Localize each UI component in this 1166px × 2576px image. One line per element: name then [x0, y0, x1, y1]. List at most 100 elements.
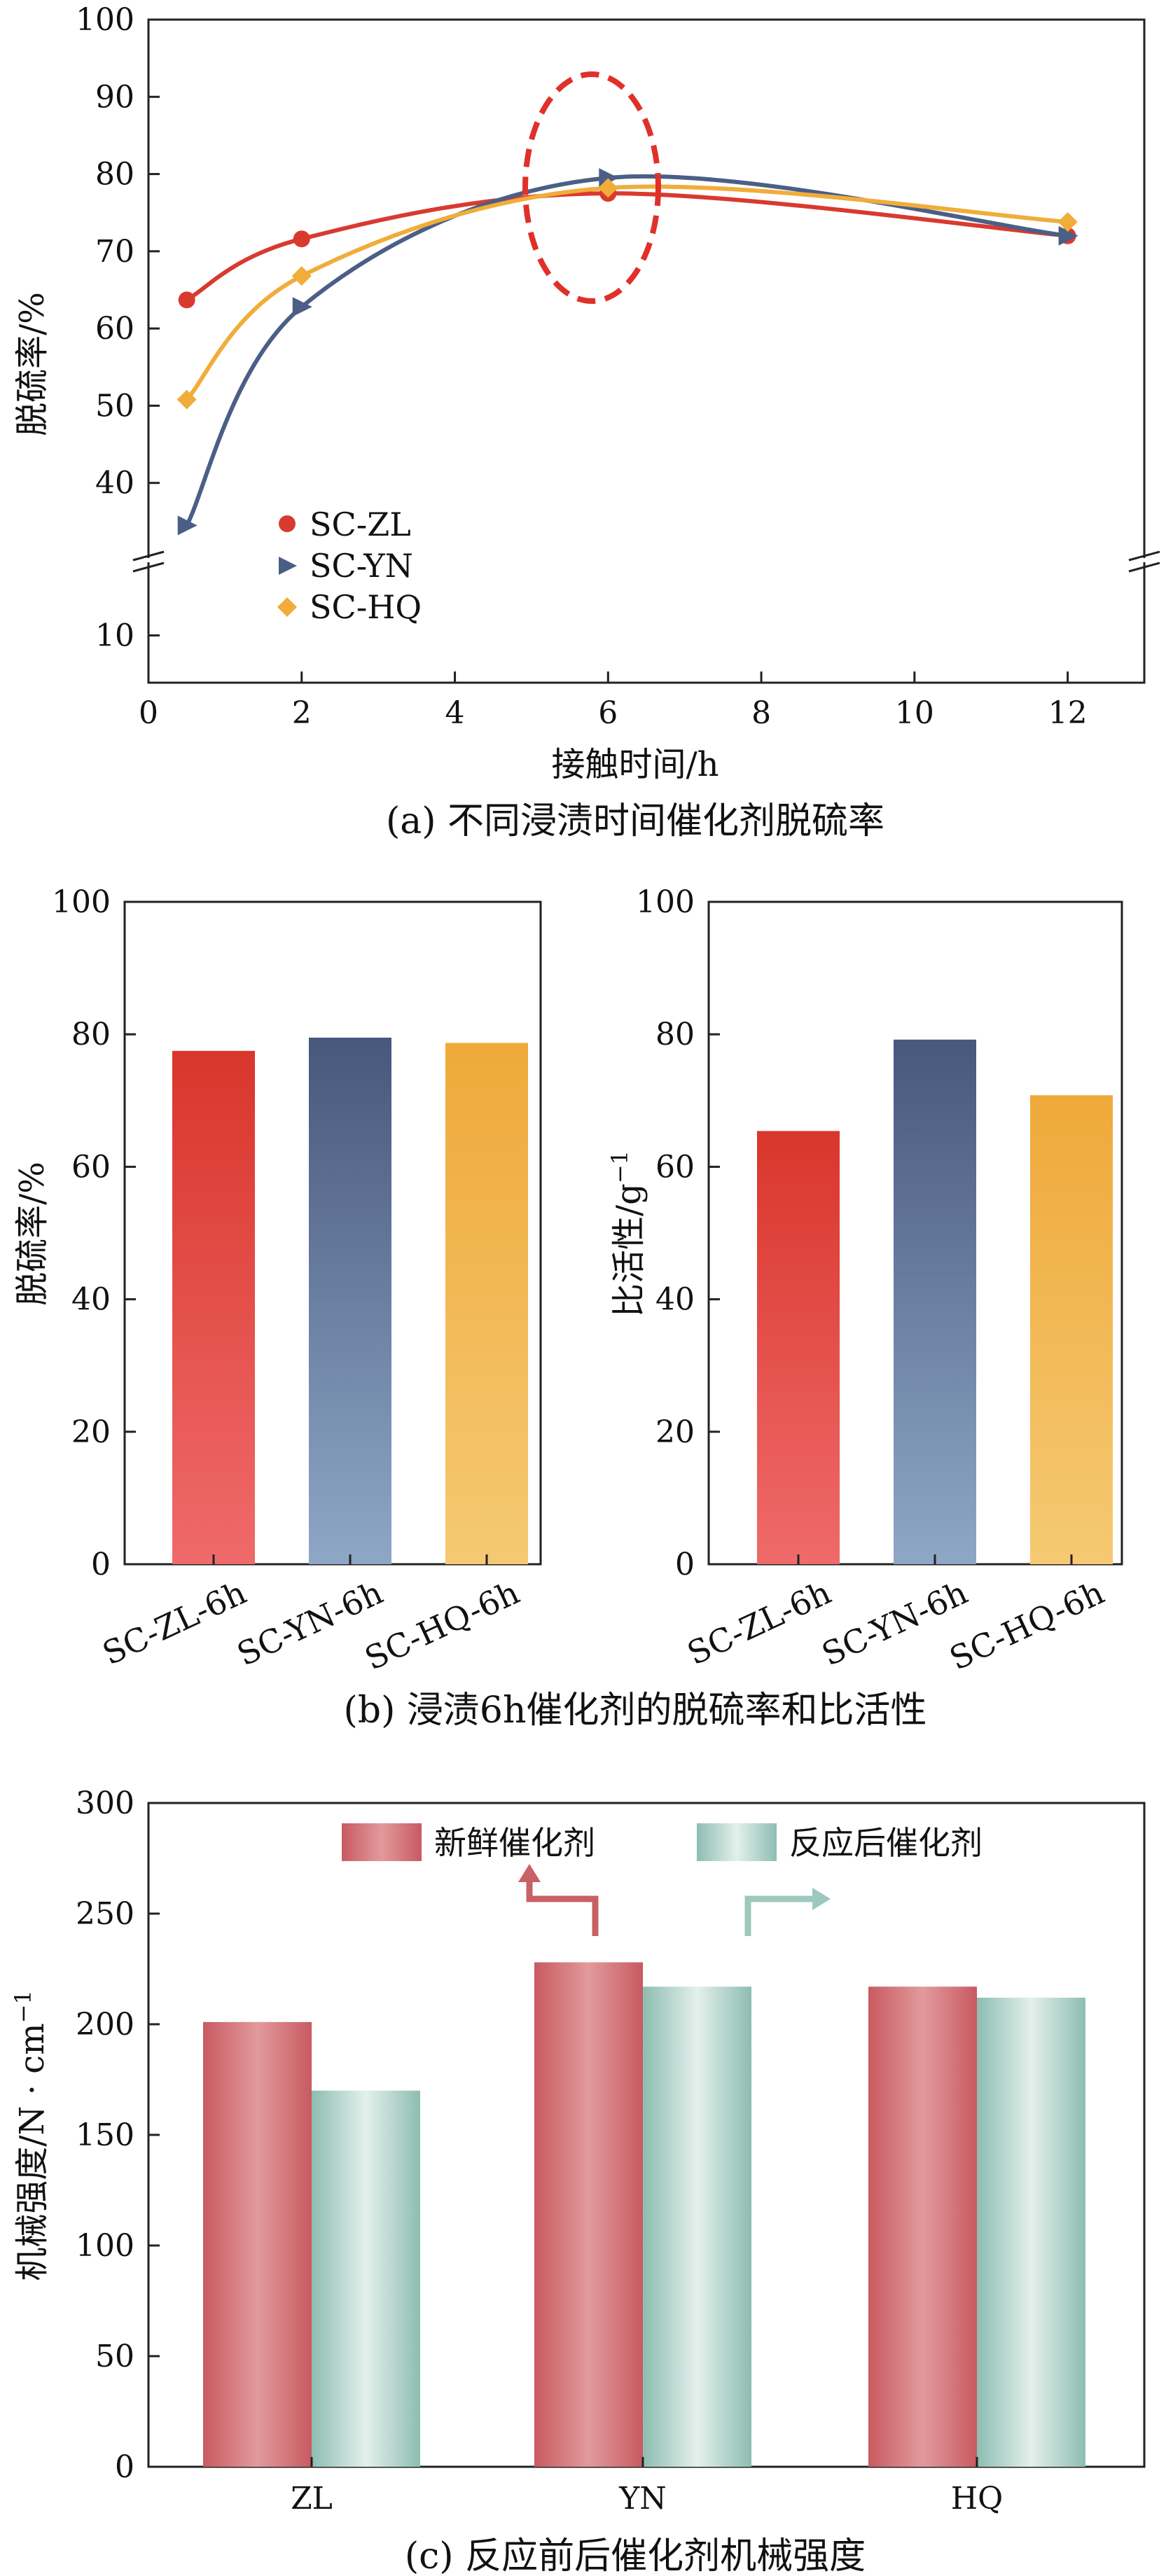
bar-yn-fresh	[534, 1962, 643, 2467]
bar-zl-reacted	[312, 2090, 420, 2467]
panel-c-y-label-text: 机械强度/N · cm	[13, 2023, 52, 2281]
panel-b2-y-label: 比活性/g−1	[606, 1150, 648, 1317]
data-point-hq	[1057, 211, 1078, 232]
panel-b-caption: (b) 浸渍6h催化剂的脱硫率和比活性	[344, 1690, 927, 1732]
b-category-label: SC-ZL-6h	[681, 1573, 836, 1673]
legend-marker-sc-yn	[279, 557, 297, 575]
c-y-tick-label: 50	[95, 2339, 134, 2374]
b-y-tick-label: 0	[675, 1547, 695, 1582]
axis-break-left-2	[132, 562, 165, 573]
panel-c-caption: (c) 反应前后催化剂机械强度	[405, 2535, 866, 2576]
panel-a: 100 90 80 70 60 50 40 10 0 2 4 6 8 10 12 SC-ZL SC-YN …	[13, 2, 1160, 842]
axis-break-left-1	[132, 550, 165, 562]
data-point-hq	[176, 389, 197, 410]
panel-a-frame	[147, 18, 1146, 684]
axis-break-gap-right	[1139, 558, 1149, 562]
b-y-tick-label: 60	[655, 1149, 695, 1185]
a-y-tick-label: 40	[95, 466, 134, 501]
c-y-tick-label: 0	[115, 2449, 134, 2485]
a-y-tick-label: 90	[95, 79, 134, 115]
bar-hq-reacted	[977, 1998, 1085, 2467]
panel-a-y-ticks: 100 90 80 70 60 50 40 10	[76, 2, 160, 654]
b-category-label: SC-ZL-6h	[97, 1573, 251, 1673]
panel-a-caption: (a) 不同浸渍时间催化剂脱硫率	[386, 800, 884, 842]
b-y-tick-label: 0	[91, 1547, 111, 1582]
axis-break-right-2	[1128, 562, 1160, 573]
axis-break-gap-left	[144, 558, 153, 562]
bar-sc-zl-6h	[172, 1050, 255, 1564]
a-x-tick-label: 0	[139, 695, 158, 731]
data-point-yn	[1058, 225, 1078, 246]
a-x-tick-label: 6	[598, 695, 618, 731]
b-y-tick-label: 80	[71, 1017, 111, 1052]
b-category-label: SC-YN-6h	[816, 1573, 973, 1673]
c-y-tick-label: 300	[76, 1785, 134, 1821]
legend-arrowhead-reacted	[812, 1888, 831, 1910]
a-x-tick-label: 8	[751, 695, 771, 731]
legend-swatch-reacted	[697, 1823, 777, 1861]
data-point-hq	[598, 178, 618, 198]
bar-sc-hq-6h	[1030, 1095, 1113, 1564]
b-category-label: SC-YN-6h	[231, 1573, 388, 1673]
data-point-yn	[177, 515, 197, 536]
series-line-hq	[185, 184, 1068, 401]
series-line-yn	[185, 174, 1068, 527]
axis-break-marks	[132, 550, 1160, 573]
legend-label-sc-zl: SC-ZL	[310, 506, 411, 543]
legend-swatch-fresh	[342, 1823, 422, 1861]
legend-label-sc-hq: SC-HQ	[310, 588, 422, 626]
c-category-label: HQ	[951, 2481, 1003, 2516]
b-category-label: SC-HQ-6h	[359, 1573, 525, 1678]
a-x-tick-label: 2	[292, 695, 312, 731]
panel-c-y-label: 机械强度/N · cm−1	[10, 1990, 52, 2281]
legend-marker-sc-zl	[279, 515, 296, 532]
b-y-tick-label: 40	[655, 1282, 695, 1318]
bar-sc-yn-6h	[309, 1037, 391, 1564]
bar-sc-zl-6h	[757, 1131, 840, 1564]
panel-b1-y-label: 脱硫率/%	[13, 1162, 52, 1306]
panel-b2-y-label-sup: −1	[606, 1150, 633, 1183]
a-y-tick-label: 70	[95, 234, 134, 270]
a-x-tick-label: 10	[895, 695, 934, 731]
a-y-tick-label: 50	[95, 388, 134, 424]
panel-b2-y-label-text: 比活性/g	[609, 1183, 648, 1317]
data-point-zl	[178, 291, 195, 309]
c-y-tick-label: 250	[76, 1896, 134, 1932]
c-y-tick-label: 200	[76, 2007, 134, 2042]
panel-c-content: 0 50 100 150 200 250 300 ZL YN HQ	[76, 1785, 1085, 2516]
panel-c: 0 50 100 150 200 250 300 ZL YN HQ 新鲜催化剂 反应后催化剂 机械…	[10, 1785, 1146, 2576]
b-category-label: SC-HQ-6h	[944, 1573, 1110, 1678]
highlight-ellipse	[522, 71, 661, 304]
panel-a-legend: SC-ZL SC-YN SC-HQ	[277, 506, 422, 626]
a-y-tick-label: 100	[76, 2, 134, 38]
data-point-hq	[291, 266, 312, 286]
a-y-tick-label: 80	[95, 157, 134, 193]
bar-hq-fresh	[868, 1986, 977, 2467]
legend-marker-sc-hq	[277, 597, 297, 617]
bar-sc-yn-6h	[894, 1039, 976, 1564]
b-y-tick-label: 100	[636, 884, 695, 920]
b-y-tick-label: 80	[655, 1017, 695, 1052]
bar-zl-fresh	[203, 2021, 312, 2467]
panel-c-legend: 新鲜催化剂 反应后催化剂	[342, 1823, 983, 1936]
legend-label-reacted: 反应后催化剂	[789, 1824, 983, 1862]
data-point-yn	[292, 297, 312, 317]
c-y-tick-label: 100	[76, 2228, 134, 2264]
legend-label-fresh: 新鲜催化剂	[434, 1824, 595, 1862]
axis-break-right-1	[1128, 550, 1160, 562]
panel-a-series	[176, 168, 1078, 536]
a-y-tick-label: 10	[95, 618, 134, 654]
legend-arrow-reacted	[744, 1895, 816, 1936]
b-y-tick-label: 60	[71, 1149, 111, 1185]
c-category-label: YN	[618, 2481, 667, 2516]
a-y-tick-label: 60	[95, 311, 134, 347]
b-y-tick-label: 20	[655, 1414, 695, 1450]
a-x-tick-label: 12	[1048, 695, 1088, 731]
a-x-tick-label: 4	[445, 695, 465, 731]
b-y-tick-label: 100	[52, 884, 111, 920]
panel-a-x-label: 接触时间/h	[551, 745, 719, 784]
panel-a-y-label: 脱硫率/%	[13, 292, 52, 436]
legend-arrow-fresh	[526, 1879, 599, 1936]
